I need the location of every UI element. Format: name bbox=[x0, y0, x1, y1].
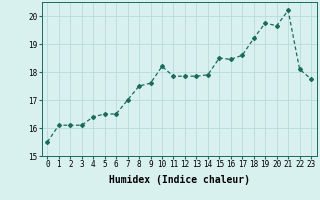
X-axis label: Humidex (Indice chaleur): Humidex (Indice chaleur) bbox=[109, 175, 250, 185]
